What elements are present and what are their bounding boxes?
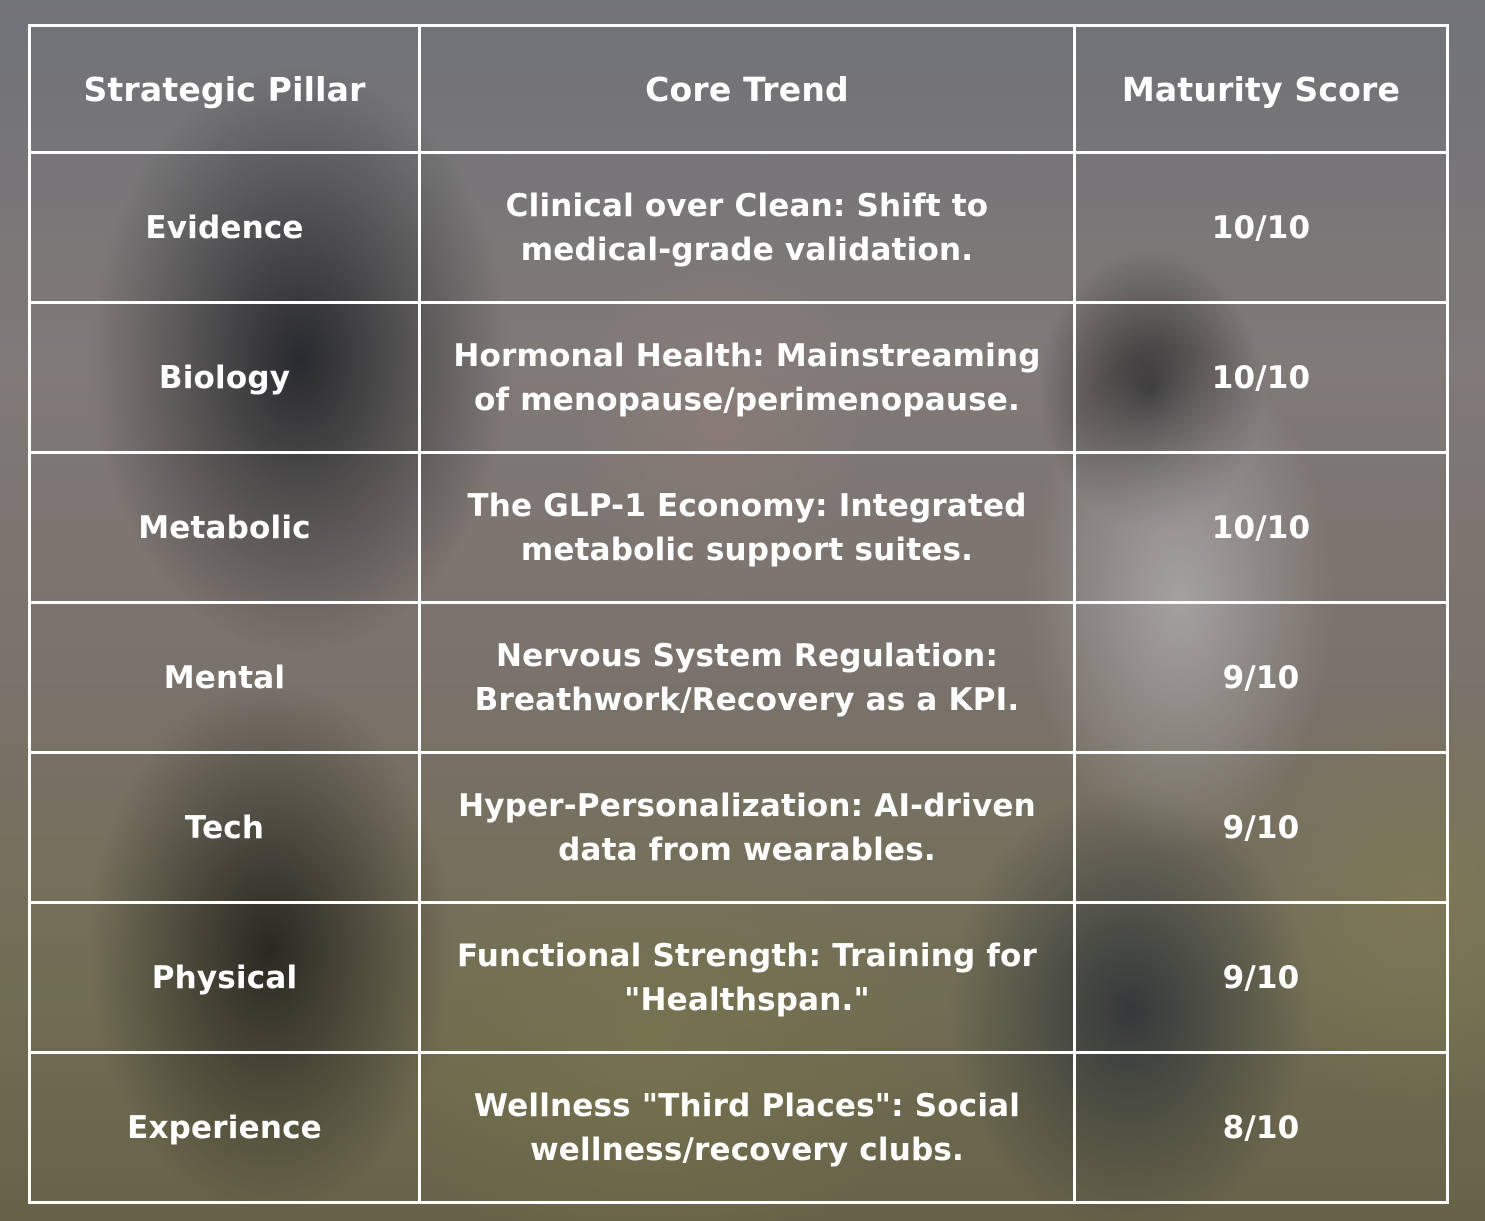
table-row: Mental Nervous System Regulation: Breath… — [28, 601, 1449, 754]
trend-table: Strategic Pillar Core Trend Maturity Sco… — [28, 24, 1449, 1204]
score-cell: 9/10 — [1073, 601, 1449, 754]
pillar-cell: Metabolic — [28, 451, 421, 604]
trend-cell: Nervous System Regulation: Breathwork/Re… — [418, 601, 1076, 754]
score-cell: 8/10 — [1073, 1051, 1449, 1204]
trend-cell: Functional Strength: Training for "Healt… — [418, 901, 1076, 1054]
trend-cell: Hormonal Health: Mainstreaming of menopa… — [418, 301, 1076, 454]
score-cell: 10/10 — [1073, 151, 1449, 304]
trend-table-container: Strategic Pillar Core Trend Maturity Sco… — [28, 24, 1449, 1204]
table-row: Experience Wellness "Third Places": Soci… — [28, 1051, 1449, 1204]
trend-cell: Hyper-Personalization: AI-driven data fr… — [418, 751, 1076, 904]
trend-cell: The GLP-1 Economy: Integrated metabolic … — [418, 451, 1076, 604]
pillar-cell: Physical — [28, 901, 421, 1054]
pillar-cell: Experience — [28, 1051, 421, 1204]
table-row: Tech Hyper-Personalization: AI-driven da… — [28, 751, 1449, 904]
score-cell: 9/10 — [1073, 751, 1449, 904]
header-core-trend: Core Trend — [418, 24, 1076, 154]
trend-cell: Clinical over Clean: Shift to medical-gr… — [418, 151, 1076, 304]
pillar-cell: Mental — [28, 601, 421, 754]
table-row: Biology Hormonal Health: Mainstreaming o… — [28, 301, 1449, 454]
table-row: Metabolic The GLP-1 Economy: Integrated … — [28, 451, 1449, 604]
score-cell: 9/10 — [1073, 901, 1449, 1054]
header-maturity-score: Maturity Score — [1073, 24, 1449, 154]
score-cell: 10/10 — [1073, 451, 1449, 604]
score-cell: 10/10 — [1073, 301, 1449, 454]
header-strategic-pillar: Strategic Pillar — [28, 24, 421, 154]
pillar-cell: Biology — [28, 301, 421, 454]
table-row: Physical Functional Strength: Training f… — [28, 901, 1449, 1054]
trend-cell: Wellness "Third Places": Social wellness… — [418, 1051, 1076, 1204]
table-row: Evidence Clinical over Clean: Shift to m… — [28, 151, 1449, 304]
pillar-cell: Tech — [28, 751, 421, 904]
pillar-cell: Evidence — [28, 151, 421, 304]
header-row: Strategic Pillar Core Trend Maturity Sco… — [28, 24, 1449, 154]
